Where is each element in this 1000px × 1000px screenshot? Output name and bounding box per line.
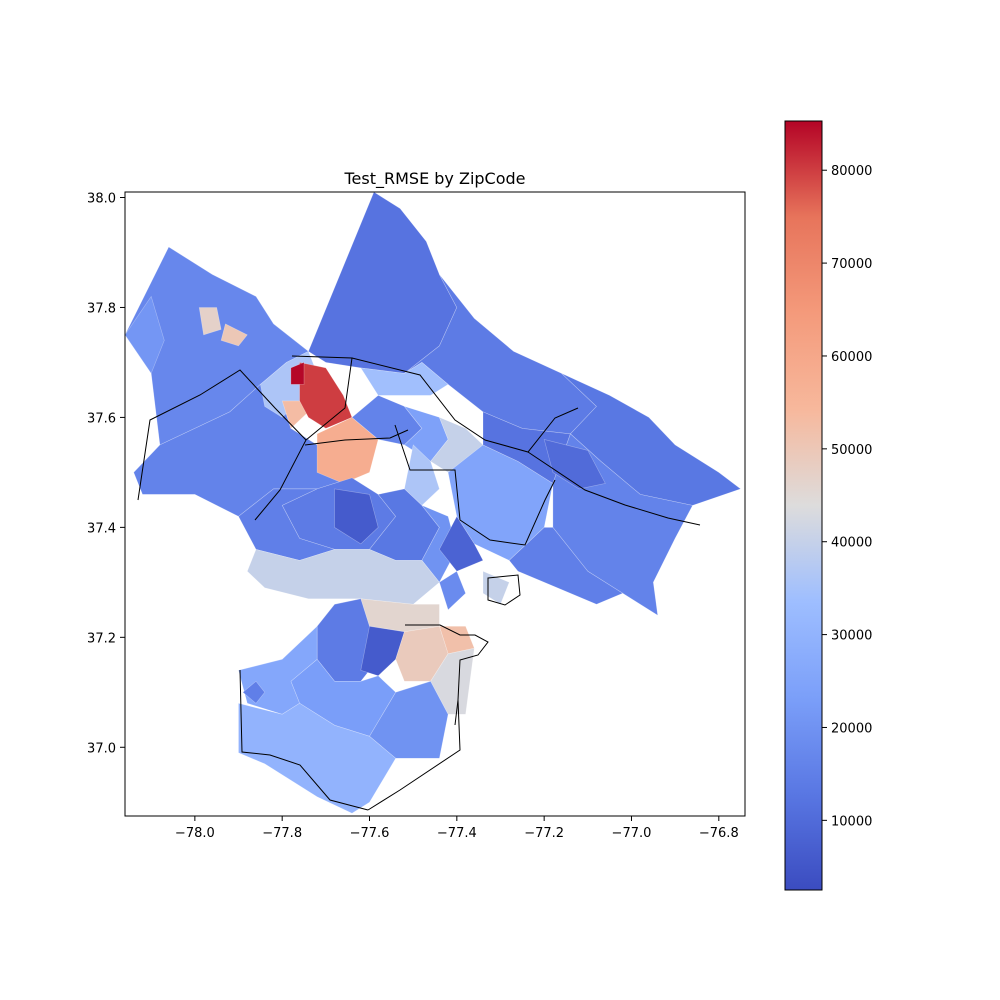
colorbar-tick-label: 20000 [831,721,872,736]
zipcode-region [543,438,606,490]
zipcode-region [508,527,624,605]
zipcode-regions [125,192,742,814]
county-boundaries [137,355,701,811]
colorbar-tick-label: 40000 [831,536,872,551]
zipcode-region [430,647,475,715]
county-boundary-east [351,357,579,453]
zipcode-region [482,570,510,605]
county-boundary-dinwiddie [367,699,461,811]
chart-title: Test_RMSE by ZipCode [343,169,525,189]
zipcode-region [334,488,379,545]
y-tick-label: 37.0 [87,741,116,756]
colorbar-tick-label: 60000 [831,350,872,365]
zipcode-region [238,702,397,814]
y-tick-label: 37.2 [87,631,116,646]
colorbar-tick-label: 70000 [831,257,872,272]
zipcode-region [242,680,266,704]
colorbar-ticks: 10000 20000 30000 40000 50000 60000 70000 80000 [822,164,872,829]
colorbar-gradient [784,120,823,891]
zipcode-region [290,361,305,385]
county-boundary-west [137,369,307,521]
x-tick-label: −78.0 [175,826,215,841]
zipcode-region [125,295,165,375]
y-tick-label: 37.6 [87,411,116,426]
county-boundary-southwest [239,669,369,811]
x-tick-label: −77.4 [437,826,477,841]
zipcode-region [561,373,742,506]
y-tick-label: 37.4 [87,521,116,536]
map-area [125,192,742,814]
colorbar-tick-label: 10000 [831,814,872,829]
county-boundary-petersburg [405,624,489,726]
zipcode-region [220,323,248,347]
county-boundary-river [527,451,701,526]
map-frame [124,191,746,817]
y-tick-label: 37.8 [87,301,116,316]
x-tick-label: −77.6 [350,826,390,841]
x-tick-label: −77.8 [262,826,302,841]
zipcode-region [439,515,484,572]
zipcode-region [439,570,466,611]
zipcode-region [299,362,353,429]
zipcode-region [308,192,458,374]
x-tick-label: −76.8 [699,826,739,841]
zipcode-region [404,444,440,506]
x-axis: −78.0 −77.8 −77.6 −77.4 −77.2 −77.0 −76.8 [175,816,739,841]
zipcode-region [360,625,405,677]
y-axis: 37.0 37.2 37.4 37.6 37.8 38.0 [87,191,125,756]
x-tick-label: −77.0 [612,826,652,841]
zipcode-region [198,307,222,336]
y-tick-label: 38.0 [87,191,116,206]
colorbar: 10000 20000 30000 40000 50000 60000 70000 80000 [784,120,872,891]
colorbar-tick-label: 30000 [831,629,872,644]
colorbar-tick-label: 80000 [831,164,872,179]
county-boundary-hopewell [487,574,521,606]
county-boundary-central [394,424,556,546]
colorbar-tick-label: 50000 [831,443,872,458]
x-tick-label: −77.2 [524,826,564,841]
county-boundary-north [291,355,353,441]
county-boundary-south [304,429,409,446]
